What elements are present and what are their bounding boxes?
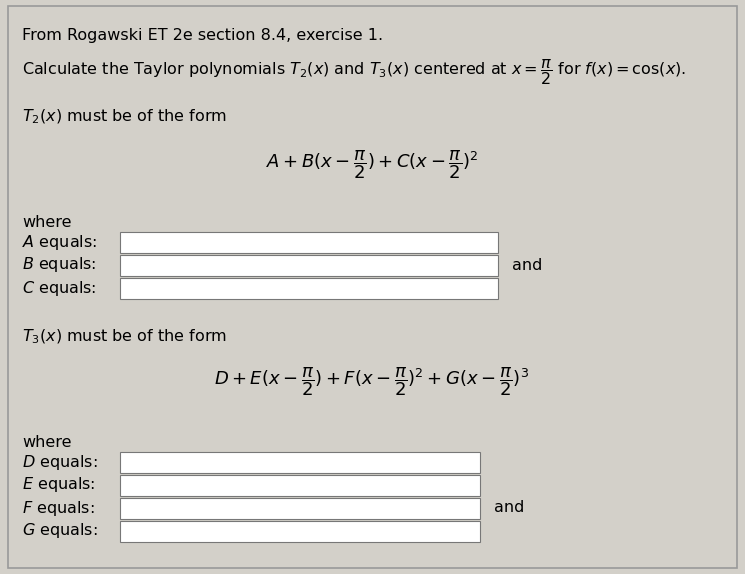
Text: and: and <box>494 501 524 515</box>
Text: From Rogawski ET 2e section 8.4, exercise 1.: From Rogawski ET 2e section 8.4, exercis… <box>22 28 383 43</box>
FancyBboxPatch shape <box>120 475 480 496</box>
Text: $G$ equals:: $G$ equals: <box>22 522 98 541</box>
FancyBboxPatch shape <box>120 232 498 253</box>
Text: $C$ equals:: $C$ equals: <box>22 278 97 297</box>
FancyBboxPatch shape <box>120 498 480 519</box>
Text: $A + B(x - \dfrac{\pi}{2}) + C(x - \dfrac{\pi}{2})^2$: $A + B(x - \dfrac{\pi}{2}) + C(x - \dfra… <box>266 148 478 181</box>
FancyBboxPatch shape <box>120 278 498 299</box>
Text: where: where <box>22 215 72 230</box>
Text: $D$ equals:: $D$ equals: <box>22 452 98 471</box>
Text: where: where <box>22 435 72 450</box>
FancyBboxPatch shape <box>8 6 737 568</box>
Text: $F$ equals:: $F$ equals: <box>22 498 95 518</box>
Text: Calculate the Taylor polynomials $T_2(x)$ and $T_3(x)$ centered at $x = \dfrac{\: Calculate the Taylor polynomials $T_2(x)… <box>22 57 686 87</box>
Text: $T_2(x)$ must be of the form: $T_2(x)$ must be of the form <box>22 108 227 126</box>
Text: $A$ equals:: $A$ equals: <box>22 232 97 251</box>
Text: $T_3(x)$ must be of the form: $T_3(x)$ must be of the form <box>22 328 227 346</box>
Text: $E$ equals:: $E$ equals: <box>22 475 95 494</box>
Text: and: and <box>512 258 542 273</box>
Text: $B$ equals:: $B$ equals: <box>22 255 96 274</box>
Text: $D + E(x - \dfrac{\pi}{2}) + F(x - \dfrac{\pi}{2})^2 + G(x - \dfrac{\pi}{2})^3$: $D + E(x - \dfrac{\pi}{2}) + F(x - \dfra… <box>215 365 530 398</box>
FancyBboxPatch shape <box>120 255 498 276</box>
FancyBboxPatch shape <box>120 452 480 473</box>
FancyBboxPatch shape <box>120 521 480 542</box>
